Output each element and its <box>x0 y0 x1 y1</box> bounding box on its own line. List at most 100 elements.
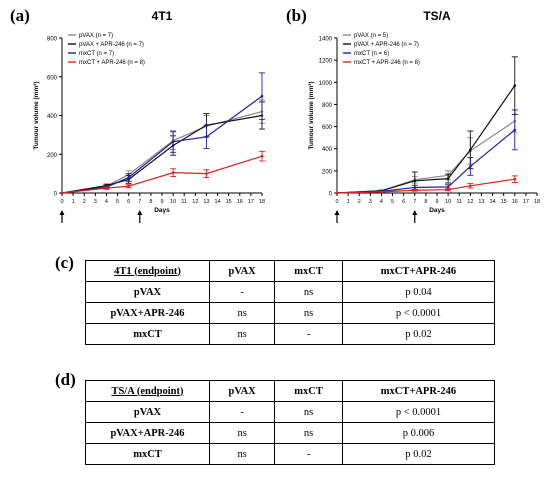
table-corner: TS/A (endpoint) <box>85 380 210 402</box>
y-tick-label: 200 <box>322 169 333 175</box>
x-tick-label: 3 <box>369 199 372 205</box>
treatment-arrow-head <box>412 210 418 215</box>
x-tick-label: 14 <box>489 199 495 205</box>
col-header: mxCT+APR-246 <box>341 260 496 282</box>
table-corner: 4T1 (endpoint) <box>85 260 210 282</box>
x-tick-label: 2 <box>358 199 361 205</box>
data-point <box>127 184 130 188</box>
row-header: pVAX+APR-246 <box>85 422 210 444</box>
x-tick-label: 0 <box>60 199 63 205</box>
table-row: pVAX+APR-246 ns ns p 0.006 <box>85 422 496 444</box>
chart-title: TS/A <box>423 9 451 23</box>
table-row: pVAX - ns p 0.04 <box>85 281 496 303</box>
legend-entry: pVAX (n = 5) <box>354 33 388 39</box>
row-header: pVAX+APR-246 <box>85 302 210 324</box>
data-point <box>127 176 130 179</box>
table-cell: p 0.006 <box>341 422 496 444</box>
y-tick-label: 0 <box>329 192 333 198</box>
x-tick-label: 4 <box>380 199 383 205</box>
x-axis-label: Days <box>154 207 170 214</box>
row-header: pVAX <box>85 281 210 303</box>
treatment-arrow-head <box>137 210 143 215</box>
legend-entry: pVAX (n = 7) <box>79 33 113 39</box>
table-cell: p 0.02 <box>341 443 496 465</box>
series-line <box>61 155 263 194</box>
row-header: mxCT <box>85 323 210 345</box>
y-tick-label: 200 <box>47 153 58 159</box>
series-line <box>336 178 515 194</box>
panel-label-b: (b) <box>286 6 307 25</box>
table-cell: - <box>208 401 276 423</box>
x-tick-label: 5 <box>116 199 119 205</box>
table-cell: ns <box>208 443 276 465</box>
table-cell: p < 0.0001 <box>341 401 496 423</box>
y-tick-label: 800 <box>47 37 58 43</box>
data-point <box>513 128 517 132</box>
x-tick-label: 10 <box>170 199 176 205</box>
stats-table-4t1: 4T1 (endpoint) pVAX mxCT mxCT+APR-246 pV… <box>85 260 496 345</box>
row-header: pVAX <box>85 401 210 423</box>
treatment-arrow-head <box>334 210 340 215</box>
x-tick-label: 17 <box>523 199 529 205</box>
col-header: mxCT+APR-246 <box>341 380 496 402</box>
data-point <box>105 186 108 190</box>
y-tick-label: 1000 <box>319 81 333 87</box>
x-tick-label: 3 <box>94 199 97 205</box>
data-point <box>205 172 208 175</box>
data-point <box>469 148 472 152</box>
x-tick-label: 7 <box>413 199 416 205</box>
series-line <box>61 114 263 194</box>
x-tick-label: 12 <box>467 199 473 205</box>
panel-label-a: (a) <box>10 6 30 25</box>
x-tick-label: 18 <box>259 199 265 205</box>
x-tick-label: 10 <box>445 199 451 205</box>
x-tick-label: 16 <box>237 199 243 205</box>
col-header: pVAX <box>208 260 276 282</box>
x-tick-label: 14 <box>214 199 220 205</box>
y-tick-label: 1400 <box>319 37 333 43</box>
x-tick-label: 1 <box>72 199 75 205</box>
table-cell: - <box>208 281 276 303</box>
table-cell: p 0.04 <box>341 281 496 303</box>
table-cell: p < 0.0001 <box>341 302 496 324</box>
x-axis-label: Days <box>429 207 445 214</box>
legend-entry: pVAX + APR-246 (n = 7) <box>354 42 419 48</box>
x-tick-label: 8 <box>424 199 427 205</box>
table-cell: p 0.02 <box>341 323 496 345</box>
data-point <box>446 177 450 180</box>
data-point <box>380 190 383 194</box>
y-tick-label: 400 <box>322 147 333 153</box>
data-point <box>446 188 450 191</box>
col-header: mxCT <box>274 260 343 282</box>
x-tick-label: 11 <box>456 199 462 205</box>
x-tick-label: 6 <box>402 199 405 205</box>
legend-entry: mxCT + APR-246 (n = 8) <box>354 60 420 66</box>
table-cell: ns <box>274 302 343 324</box>
x-tick-label: 12 <box>192 199 198 205</box>
data-point <box>413 179 417 183</box>
x-tick-label: 2 <box>83 199 86 205</box>
x-tick-label: 1 <box>347 199 350 205</box>
data-point <box>413 188 417 192</box>
panel-label-c: (c) <box>55 253 74 272</box>
data-point <box>513 84 517 87</box>
data-point <box>413 186 417 189</box>
data-point <box>469 184 472 188</box>
data-point <box>260 94 264 98</box>
col-header: pVAX <box>208 380 276 402</box>
data-point <box>171 171 175 174</box>
y-axis-label: Tumour volume (mm³) <box>33 81 40 149</box>
x-tick-label: 9 <box>435 199 438 205</box>
y-axis-label: Tumour volume (mm³) <box>308 81 315 149</box>
data-point <box>205 135 208 139</box>
legend-entry: mxCT (n = 6) <box>354 51 389 57</box>
table-cell: ns <box>274 401 343 423</box>
x-tick-label: 15 <box>501 199 507 205</box>
table-cell: ns <box>274 422 343 444</box>
data-point <box>513 177 517 181</box>
table-row: pVAX+APR-246 ns ns p < 0.0001 <box>85 302 496 324</box>
x-tick-label: 0 <box>335 199 338 205</box>
legend-entry: mxCT + APR-246 (n = 8) <box>79 60 145 66</box>
x-tick-label: 13 <box>478 199 484 205</box>
